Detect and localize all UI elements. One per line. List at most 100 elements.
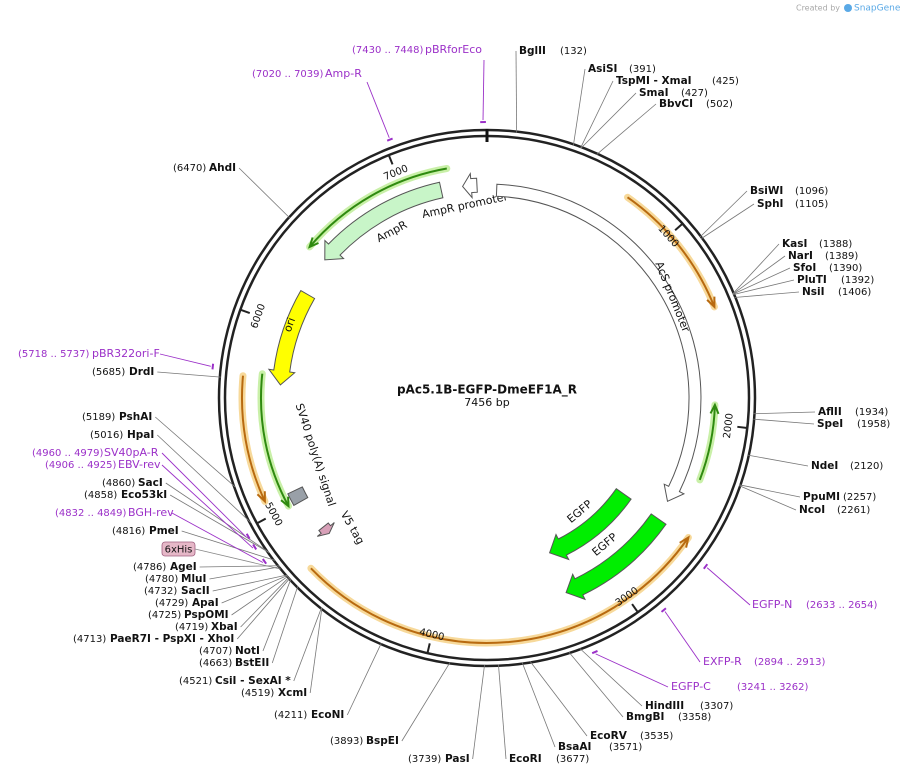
enzyme-leader (521, 662, 556, 748)
enzyme-name: SfoI (793, 262, 816, 274)
enzyme-site: (3893) (330, 736, 363, 747)
primer-name: EGFP-C (671, 680, 711, 693)
primer-name: EBV-rev (118, 458, 161, 471)
position-tick (631, 603, 639, 613)
enzyme-site: (2120) (850, 461, 883, 472)
enzyme-leader (181, 530, 276, 561)
enzyme-site: (4860) (102, 478, 135, 489)
primer-name: Amp-R (325, 67, 362, 80)
primer-range: (4906 .. 4925) (45, 460, 117, 471)
feature (548, 488, 632, 561)
enzyme-name: SpeI (817, 418, 843, 430)
enzyme-site: (6470) (173, 163, 206, 174)
enzyme-leader (157, 371, 221, 378)
enzyme-leader (579, 648, 643, 707)
enzyme-name: PshAI (119, 411, 152, 423)
enzyme-name: DrdI (129, 366, 154, 378)
orf-head (706, 296, 716, 310)
enzyme-name: AsiSI (588, 63, 617, 75)
feature (267, 289, 316, 386)
enzyme-leader (236, 577, 291, 640)
enzyme-name: ApaI (192, 597, 219, 609)
primer-mark (211, 363, 215, 370)
primer-range: (2633 .. 2654) (806, 600, 878, 611)
enzyme-leader (701, 203, 755, 239)
enzyme-leader (498, 664, 507, 760)
enzyme-name: XcmI (278, 687, 307, 699)
enzyme-leader (568, 651, 624, 718)
primer-leader (161, 464, 254, 549)
enzyme-site: (4719) (175, 622, 208, 633)
enzyme-name: HpaI (127, 429, 154, 441)
map-length: 7456 bp (464, 396, 509, 409)
credit-prefix: Created by (796, 4, 840, 13)
enzyme-leader (240, 576, 290, 628)
enzyme-leader (753, 418, 815, 425)
enzyme-name: TspMI - XmaI (616, 75, 692, 87)
primer-leader (366, 81, 390, 138)
primer-leader (595, 653, 669, 688)
primer-leader (482, 59, 485, 121)
enzyme-site: (391) (629, 64, 656, 75)
enzyme-leader (209, 566, 281, 580)
feature (316, 522, 335, 537)
position-tick (387, 154, 394, 165)
enzyme-leader (580, 92, 637, 149)
position-label: 1000 (655, 223, 680, 249)
primer-range: (2894 .. 2913) (754, 657, 826, 668)
enzyme-leader (596, 103, 657, 155)
enzyme-site: (5016) (90, 430, 123, 441)
enzyme-name: BglII (519, 45, 546, 57)
orf-head (709, 402, 720, 415)
feature (461, 172, 478, 200)
enzyme-name: NotI (235, 645, 260, 657)
feature (324, 181, 444, 261)
primer-range: (4832 .. 4849) (55, 508, 127, 519)
enzyme-site: (2261) (837, 505, 870, 516)
enzyme-leader (169, 494, 270, 554)
enzyme-name: CsiI - SexAI * (215, 675, 291, 687)
enzyme-site: (3535) (640, 731, 673, 742)
enzyme-name: NdeI (811, 460, 838, 472)
enzyme-name: SmaI (639, 87, 669, 99)
position-label: 4000 (418, 627, 445, 643)
primer-mark (245, 533, 251, 540)
enzyme-name: PluTI (797, 274, 827, 286)
primer-leader (171, 512, 264, 563)
position-tick (239, 308, 251, 314)
enzyme-site: (4521) (179, 676, 212, 687)
enzyme-leader (155, 416, 236, 488)
enzyme-name: PasI (445, 753, 470, 765)
enzyme-site: (4786) (133, 562, 166, 573)
primer-name: EGFP-N (752, 598, 792, 611)
primer-mark (261, 558, 268, 565)
enzyme-name: PpuMI (803, 491, 840, 503)
position-tick (737, 425, 748, 429)
enzyme-site: (2257) (843, 492, 876, 503)
primer-name: SV40pA-R (104, 446, 159, 459)
enzyme-site: (132) (560, 46, 587, 57)
position-label: 6000 (249, 302, 268, 330)
map-title: pAc5.1B-EGFP-DmeEF1A_R (397, 383, 577, 398)
orf-arc (626, 196, 716, 308)
enzyme-name: HindIII (645, 700, 684, 712)
enzyme-leader (699, 190, 748, 238)
enzyme-site: (1958) (857, 419, 890, 430)
enzyme-name: SacI (138, 477, 163, 489)
primer-mark (703, 563, 709, 570)
enzyme-name: NarI (788, 250, 813, 262)
primer-mark (591, 649, 598, 655)
feature (287, 486, 309, 507)
enzyme-name: EcoRI (509, 753, 542, 765)
position-label: 2000 (722, 413, 736, 440)
enzyme-leader (734, 291, 800, 298)
enzyme-leader (346, 643, 382, 716)
enzyme-leader (238, 167, 291, 219)
primer-range: (4960 .. 4979) (32, 448, 104, 459)
enzyme-name: KasI (782, 238, 807, 250)
primer-name: EXFP-R (703, 655, 742, 668)
enzyme-site: (4707) (199, 646, 232, 657)
primer-mark (252, 543, 258, 550)
enzyme-leader (733, 279, 795, 295)
enzyme-site: (1388) (819, 239, 852, 250)
